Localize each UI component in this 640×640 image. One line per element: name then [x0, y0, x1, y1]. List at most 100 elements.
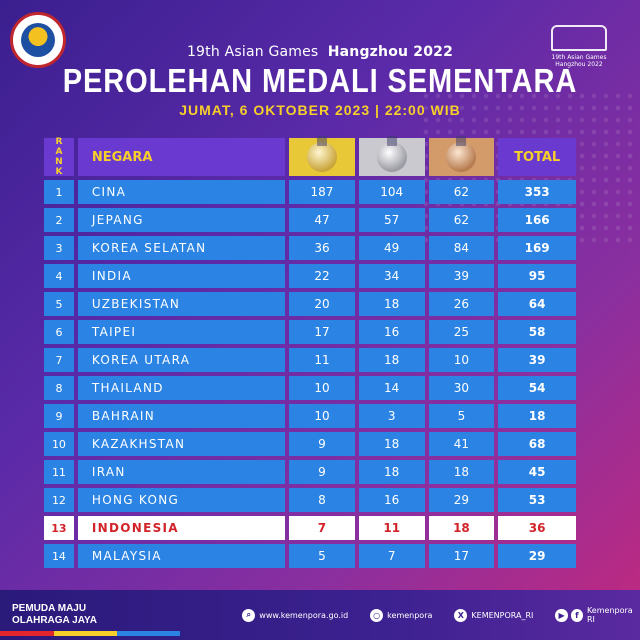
facebook-icon: f: [570, 608, 583, 622]
rank-cell: 9: [44, 404, 74, 428]
country-cell: CINA: [77, 180, 286, 204]
header-bronze: [428, 136, 495, 176]
footer-tagline: PEMUDA MAJU OLAHRAGA JAYA: [12, 603, 160, 627]
gold-cell: 11: [289, 348, 355, 372]
country-cell: HONG KONG: [77, 488, 286, 512]
rank-cell: 8: [44, 376, 74, 400]
instagram-link[interactable]: ○ kemenpora: [370, 608, 432, 622]
table-row: 14 MALAYSIA 5 7 17 29: [44, 544, 576, 568]
silver-cell: 18: [358, 292, 425, 316]
instagram-icon: ○: [370, 608, 384, 622]
country-cell: MALAYSIA: [77, 544, 286, 568]
country-cell: KOREA UTARA: [77, 348, 286, 372]
page-title: PEROLEHAN MEDALI SEMENTARA: [62, 62, 578, 99]
table-row: 7 KOREA UTARA 11 18 10 39: [44, 348, 576, 372]
total-cell: 54: [498, 376, 576, 400]
bronze-medal-icon: [446, 136, 477, 172]
bronze-cell: 18: [428, 516, 495, 540]
silver-cell: 104: [358, 180, 425, 204]
bronze-cell: 62: [428, 180, 495, 204]
website-text: www.kemenpora.go.id: [259, 610, 349, 620]
total-cell: 68: [498, 432, 576, 456]
total-cell: 169: [498, 236, 576, 260]
youtube-facebook-text: Kemenpora RI: [586, 606, 633, 624]
bronze-cell: 39: [428, 264, 495, 288]
rank-cell: 2: [44, 208, 74, 232]
x-twitter-icon: X: [454, 608, 468, 622]
silver-cell: 18: [358, 348, 425, 372]
total-cell: 53: [498, 488, 576, 512]
gold-medal-icon: [306, 136, 337, 172]
footer: PEMUDA MAJU OLAHRAGA JAYA ⌕ www.kemenpor…: [0, 590, 640, 640]
country-cell: INDONESIA: [77, 516, 286, 540]
date-line: JUMAT, 6 OKTOBER 2023 | 22:00 WIB: [179, 102, 461, 118]
total-cell: 36: [498, 516, 576, 540]
tricolor-bar: [0, 631, 180, 636]
torch-emblem-icon: [21, 23, 55, 57]
country-cell: UZBEKISTAN: [77, 292, 286, 316]
gold-cell: 9: [289, 432, 355, 456]
silver-cell: 49: [358, 236, 425, 260]
silver-cell: 57: [358, 208, 425, 232]
total-cell: 166: [498, 208, 576, 232]
kemenpora-logo: [10, 12, 66, 68]
website-link[interactable]: ⌕ www.kemenpora.go.id: [242, 608, 349, 622]
event-city: Hangzhou 2022: [327, 44, 454, 60]
table-row: 11 IRAN 9 18 18 45: [44, 460, 576, 484]
silver-cell: 34: [358, 264, 425, 288]
silver-cell: 18: [358, 432, 425, 456]
table-row: 1 CINA 187 104 62 353: [44, 180, 576, 204]
twitter-link[interactable]: X KEMENPORA_RI: [454, 608, 533, 622]
gold-cell: 17: [289, 320, 355, 344]
rank-cell: 4: [44, 264, 74, 288]
medal-table: RANK NEGARA TOTAL 1 CINA 187 104 62 353 2 JEPAN…: [44, 136, 576, 572]
bronze-cell: 29: [428, 488, 495, 512]
rank-cell: 11: [44, 460, 74, 484]
header-gold: [289, 136, 355, 176]
event-name: 19th Asian Games: [186, 44, 319, 60]
bronze-cell: 41: [428, 432, 495, 456]
gold-cell: 10: [289, 376, 355, 400]
rank-cell: 12: [44, 488, 74, 512]
gold-cell: 7: [289, 516, 355, 540]
rank-cell: 7: [44, 348, 74, 372]
total-cell: 18: [498, 404, 576, 428]
table-row: 2 JEPANG 47 57 62 166: [44, 208, 576, 232]
bronze-cell: 17: [428, 544, 495, 568]
bronze-cell: 10: [428, 348, 495, 372]
gold-cell: 20: [289, 292, 355, 316]
total-cell: 39: [498, 348, 576, 372]
gold-cell: 22: [289, 264, 355, 288]
rank-cell: 10: [44, 432, 74, 456]
asian-games-logo-line2: Hangzhou 2022: [555, 61, 603, 68]
rank-cell: 6: [44, 320, 74, 344]
total-cell: 45: [498, 460, 576, 484]
country-cell: TAIPEI: [77, 320, 286, 344]
header-country: NEGARA: [77, 138, 286, 176]
gold-cell: 36: [289, 236, 355, 260]
table-row: 13 INDONESIA 7 11 18 36: [44, 516, 576, 540]
table-row: 12 HONG KONG 8 16 29 53: [44, 488, 576, 512]
country-cell: JEPANG: [77, 208, 286, 232]
header-rank: RANK: [44, 137, 74, 177]
rank-cell: 3: [44, 236, 74, 260]
page-header: 19th Asian Games Hangzhou 2022 PEROLEHAN…: [0, 44, 640, 118]
bronze-cell: 30: [428, 376, 495, 400]
asian-games-emblem-icon: [551, 25, 607, 51]
table-row: 10 KAZAKHSTAN 9 18 41 68: [44, 432, 576, 456]
table-row: 4 INDIA 22 34 39 95: [44, 264, 576, 288]
table-row: 9 BAHRAIN 10 3 5 18: [44, 404, 576, 428]
gold-cell: 5: [289, 544, 355, 568]
youtube-icon: ▶: [555, 608, 568, 622]
silver-cell: 11: [358, 516, 425, 540]
table-row: 6 TAIPEI 17 16 25 58: [44, 320, 576, 344]
silver-medal-icon: [376, 136, 407, 172]
total-cell: 353: [498, 180, 576, 204]
total-cell: 64: [498, 292, 576, 316]
youtube-facebook-link[interactable]: ▶ f Kemenpora RI: [555, 606, 640, 624]
table-row: 5 UZBEKISTAN 20 18 26 64: [44, 292, 576, 316]
country-cell: KOREA SELATAN: [77, 236, 286, 260]
gold-cell: 10: [289, 404, 355, 428]
tagline-line1: PEMUDA MAJU: [12, 603, 87, 614]
header-silver: [358, 136, 425, 176]
